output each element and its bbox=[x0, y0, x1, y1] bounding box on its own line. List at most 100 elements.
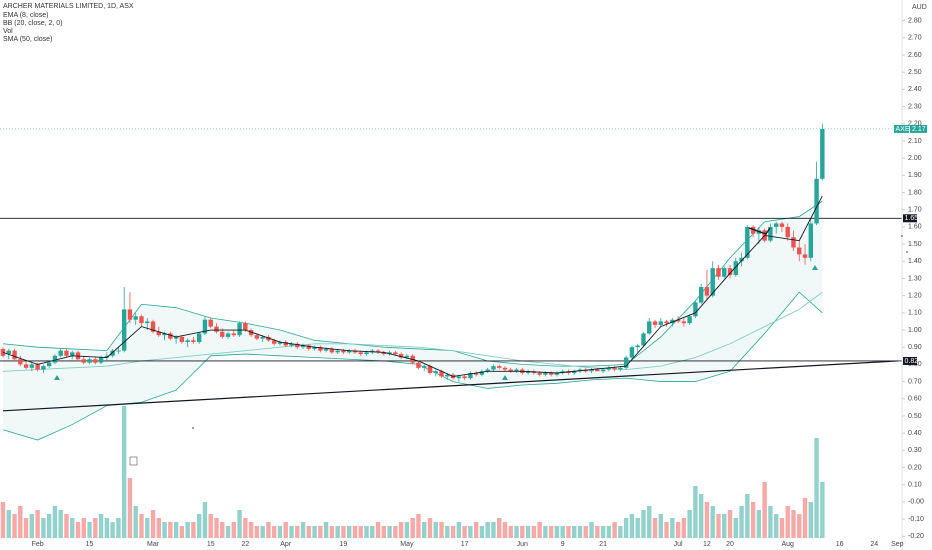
candle-body bbox=[6, 350, 11, 355]
y-tick-label: 0.20 bbox=[908, 464, 922, 471]
volume-bar bbox=[433, 522, 438, 538]
volume-bar bbox=[750, 502, 756, 538]
volume-bar bbox=[589, 522, 594, 538]
x-tick-label: Jun bbox=[517, 541, 528, 548]
volume-bar bbox=[116, 518, 121, 538]
candle-body bbox=[479, 371, 485, 375]
candle-body bbox=[375, 350, 381, 353]
plot-area bbox=[0, 123, 902, 538]
y-tick-label: -0.00 bbox=[908, 499, 924, 506]
candle-body bbox=[266, 336, 271, 341]
y-tick-label: 1.00 bbox=[908, 327, 922, 334]
candle-body bbox=[12, 350, 17, 360]
candle-body bbox=[710, 268, 715, 296]
x-tick-label: 17 bbox=[461, 541, 469, 548]
candle-body bbox=[70, 352, 75, 356]
y-tick-label: 0.30 bbox=[908, 447, 922, 454]
price-label: 2.17 bbox=[912, 126, 926, 133]
candle-body bbox=[35, 364, 40, 370]
y-tick-label: 2.10 bbox=[908, 138, 922, 145]
volume-bar bbox=[600, 526, 606, 538]
volume-bar bbox=[525, 526, 531, 538]
x-tick-label: 12 bbox=[703, 541, 711, 548]
volume-bar bbox=[93, 518, 98, 538]
candle-body bbox=[768, 226, 773, 241]
event-marker[interactable] bbox=[129, 456, 138, 466]
volume-bar bbox=[814, 438, 819, 538]
candle-body bbox=[283, 342, 288, 346]
candle-body bbox=[635, 345, 640, 348]
volume-bar bbox=[739, 506, 744, 538]
candle-body bbox=[295, 343, 300, 348]
volume-bar bbox=[410, 518, 415, 538]
candle-body bbox=[81, 359, 86, 363]
candle-body bbox=[364, 352, 369, 355]
candle-body bbox=[514, 369, 519, 372]
dot bbox=[901, 235, 903, 237]
volume-bar bbox=[710, 506, 715, 538]
y-tick-label: 2.70 bbox=[908, 35, 922, 42]
candle-body bbox=[548, 372, 554, 375]
x-tick-label: 19 bbox=[340, 541, 348, 548]
volume-bar bbox=[658, 514, 663, 538]
volume-bar bbox=[29, 514, 35, 538]
volume-bar bbox=[520, 526, 525, 538]
volume-bar bbox=[802, 498, 808, 538]
candle-body bbox=[98, 357, 104, 363]
y-tick-label: 1.40 bbox=[908, 258, 922, 265]
volume-bar bbox=[335, 526, 340, 538]
volume-bar bbox=[110, 522, 115, 538]
y-tick-label: 1.80 bbox=[908, 189, 922, 196]
candle-body bbox=[300, 345, 306, 348]
candle-body bbox=[387, 352, 392, 355]
y-tick-label: 0.60 bbox=[908, 396, 922, 403]
candle-body bbox=[433, 371, 438, 373]
volume-bar bbox=[156, 518, 161, 538]
candle-body bbox=[722, 268, 727, 277]
y-tick-label: 0.40 bbox=[908, 430, 922, 437]
volume-bar bbox=[23, 518, 29, 538]
candle-body bbox=[306, 345, 312, 349]
candle-body bbox=[347, 350, 352, 353]
volume-bar bbox=[508, 526, 513, 538]
volume-bar bbox=[358, 526, 363, 538]
volume-bar bbox=[70, 518, 75, 538]
volume-bar bbox=[785, 506, 790, 538]
candle-body bbox=[600, 369, 606, 372]
candle-body bbox=[733, 261, 738, 276]
volume-bar bbox=[266, 522, 271, 538]
candle-body bbox=[623, 357, 629, 368]
volume-bar bbox=[12, 514, 17, 538]
y-tick-label: 2.20 bbox=[908, 121, 922, 128]
x-tick-label: Aug bbox=[781, 541, 794, 548]
volume-bar bbox=[145, 518, 150, 538]
y-tick-label: 0.10 bbox=[908, 482, 922, 489]
volume-bar bbox=[416, 514, 421, 538]
candle-body bbox=[162, 333, 167, 336]
x-tick-label: 24 bbox=[870, 541, 878, 548]
volume-bar bbox=[196, 514, 202, 538]
candle-body bbox=[485, 369, 490, 372]
volume-bar bbox=[179, 526, 185, 538]
volume-bar bbox=[497, 518, 502, 538]
candle-body bbox=[704, 287, 710, 296]
y-tick-label: 0.50 bbox=[908, 413, 922, 420]
volume-bar bbox=[225, 526, 231, 538]
volume-bar bbox=[81, 518, 86, 538]
volume-bar bbox=[254, 526, 260, 538]
volume-bar bbox=[18, 506, 23, 538]
level-label: 0.82 bbox=[905, 358, 919, 365]
volume-bar bbox=[768, 506, 773, 538]
candle-body bbox=[618, 367, 623, 370]
candle-body bbox=[670, 319, 675, 324]
candle-body bbox=[779, 223, 785, 227]
volume-bar bbox=[445, 526, 450, 538]
candle-body bbox=[404, 355, 410, 358]
y-tick-label: 1.60 bbox=[908, 224, 922, 231]
volume-bar bbox=[647, 506, 652, 538]
y-tick-label: -0.20 bbox=[908, 533, 924, 540]
volume-bar bbox=[150, 510, 156, 538]
candle-body bbox=[439, 371, 444, 377]
volume-bar bbox=[502, 522, 508, 538]
